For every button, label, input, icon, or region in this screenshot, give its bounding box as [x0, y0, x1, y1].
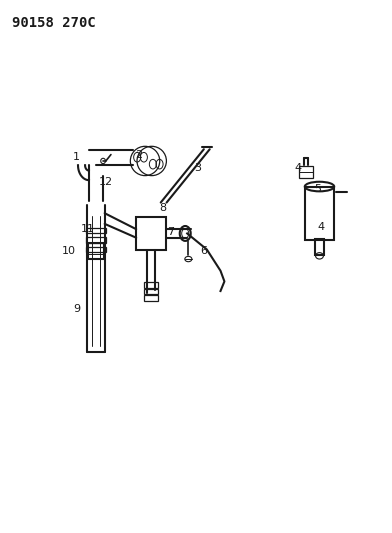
Text: 8: 8: [159, 203, 166, 213]
Bar: [315, 239, 324, 255]
Bar: [305, 187, 334, 240]
Bar: [86, 237, 106, 243]
Bar: [136, 217, 165, 250]
Text: 5: 5: [314, 184, 321, 194]
Text: 6: 6: [200, 246, 207, 255]
Text: 11: 11: [81, 224, 95, 234]
Bar: [88, 243, 104, 259]
Text: 7: 7: [167, 227, 174, 237]
Text: 4: 4: [294, 163, 301, 173]
Text: 2: 2: [136, 150, 143, 159]
Bar: [144, 295, 158, 301]
Text: 3: 3: [194, 163, 201, 173]
Text: 10: 10: [62, 246, 76, 255]
Text: 12: 12: [99, 177, 113, 187]
Text: 90158 270C: 90158 270C: [12, 16, 96, 30]
Bar: [299, 166, 313, 178]
Bar: [86, 247, 106, 252]
Bar: [144, 282, 158, 288]
Bar: [144, 289, 158, 294]
Bar: [86, 228, 106, 233]
Text: 4: 4: [318, 222, 325, 231]
Text: 1: 1: [73, 152, 80, 162]
Text: 9: 9: [73, 304, 80, 314]
